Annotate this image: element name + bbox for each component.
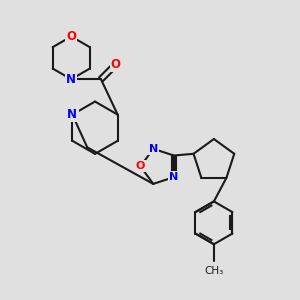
Text: O: O	[136, 161, 145, 171]
Text: N: N	[66, 73, 76, 86]
Text: O: O	[111, 58, 121, 71]
Text: O: O	[66, 30, 76, 43]
Text: CH₃: CH₃	[204, 266, 224, 276]
Text: N: N	[148, 144, 158, 154]
Text: N: N	[68, 108, 77, 121]
Text: N: N	[169, 172, 178, 182]
